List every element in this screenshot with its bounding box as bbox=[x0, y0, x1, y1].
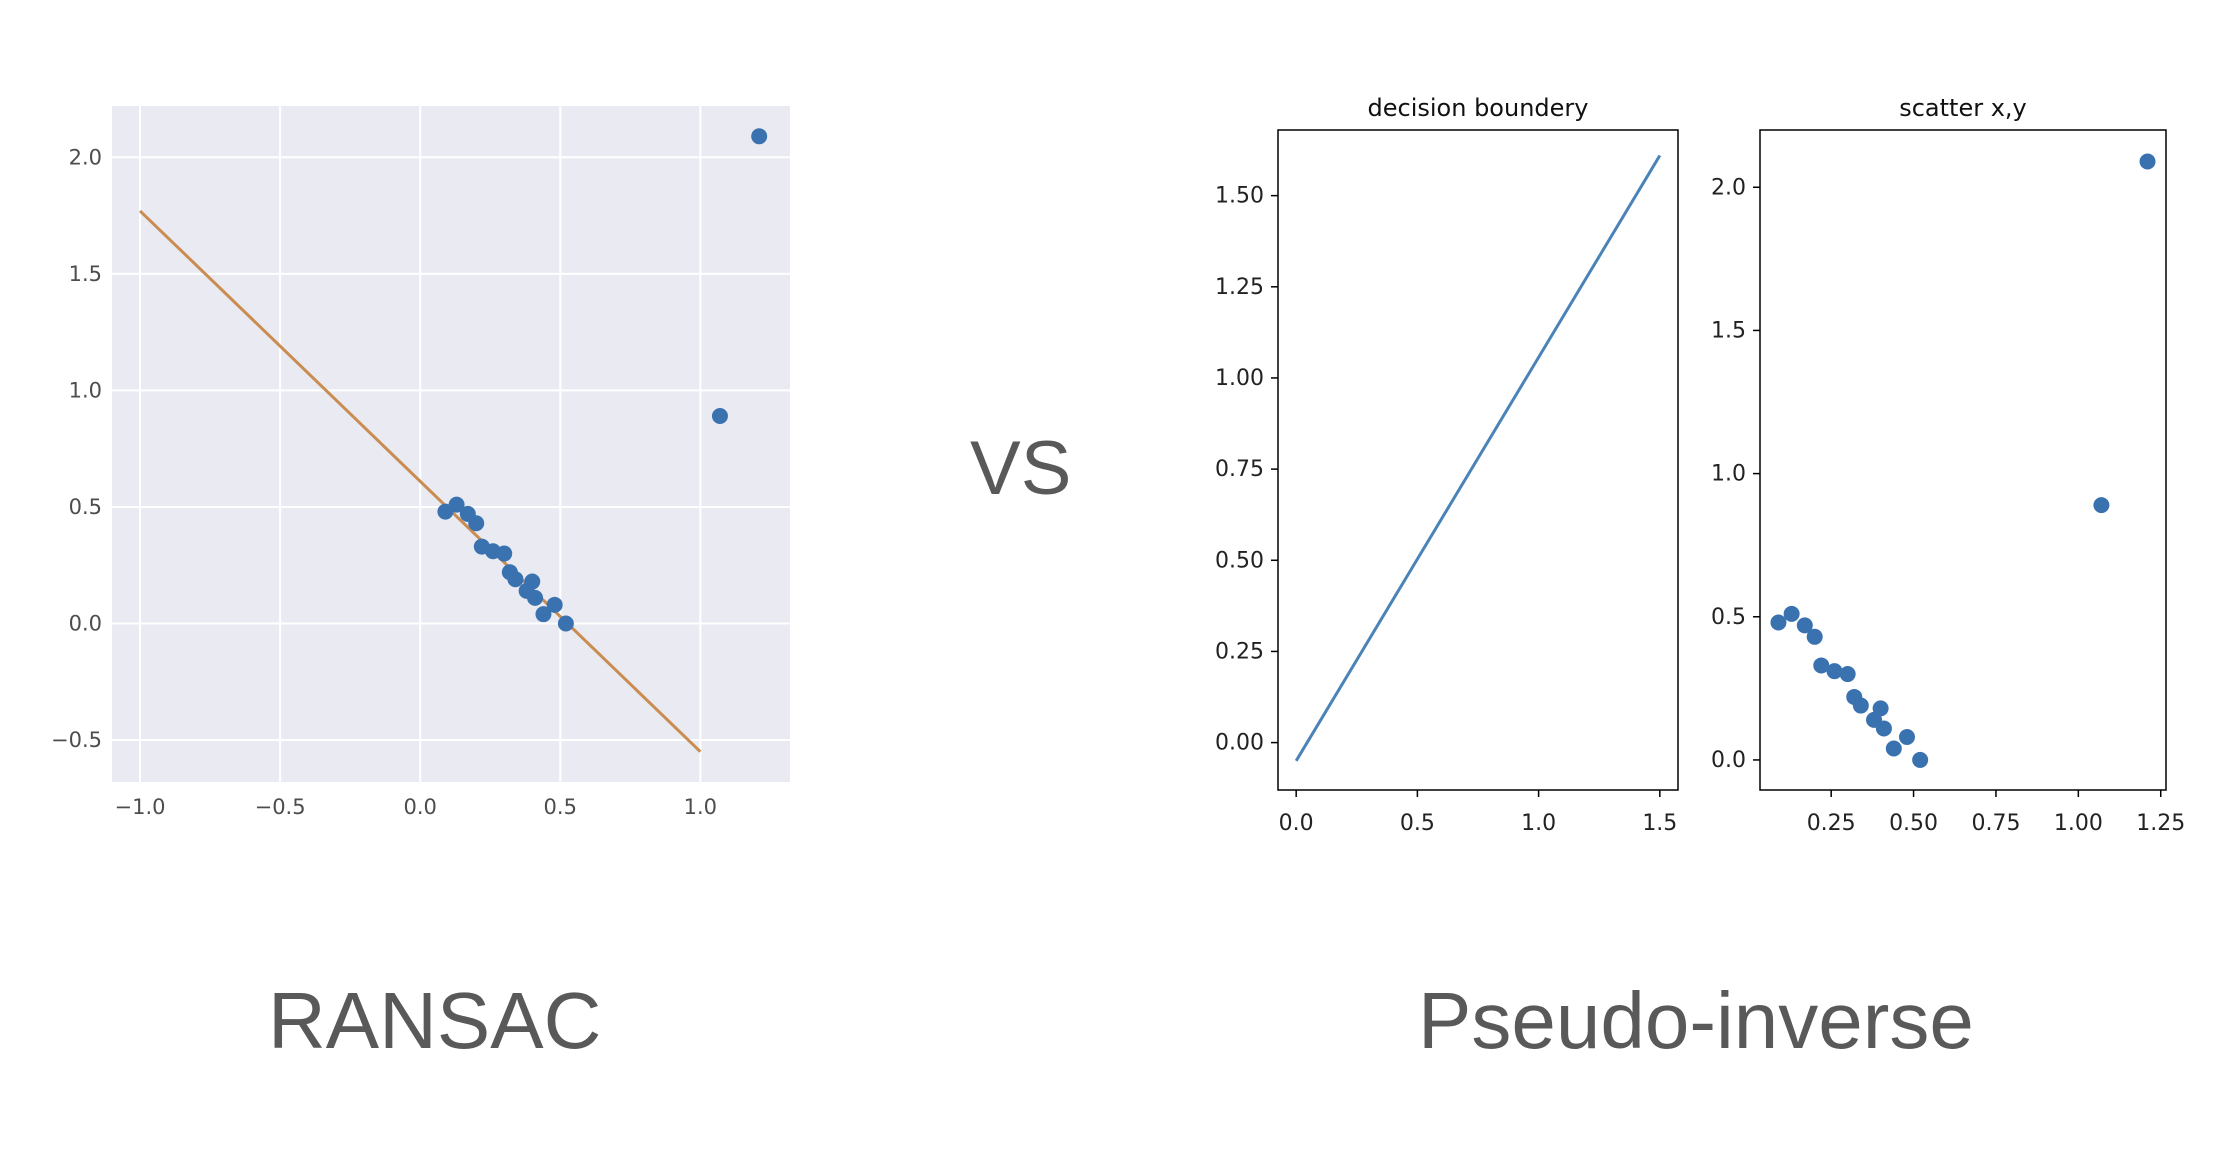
y-tick-label: 0.5 bbox=[1711, 605, 1746, 630]
x-tick-label: 0.0 bbox=[1279, 811, 1314, 836]
pseudo-inverse-caption: Pseudo-inverse bbox=[1418, 976, 1974, 1065]
data-point bbox=[2093, 497, 2110, 514]
plot-frame bbox=[1759, 129, 2167, 791]
y-tick-label: 0.25 bbox=[1215, 639, 1264, 664]
x-tick-label: 0.5 bbox=[1400, 811, 1435, 836]
data-point bbox=[496, 545, 513, 562]
data-point bbox=[546, 596, 563, 613]
y-tick-label: 0.00 bbox=[1215, 731, 1264, 756]
data-point bbox=[535, 606, 552, 623]
data-point bbox=[468, 515, 485, 532]
x-tick-label: −1.0 bbox=[115, 795, 166, 819]
decision-boundary-line bbox=[1294, 154, 1662, 762]
y-tick-label: 0.5 bbox=[69, 495, 102, 519]
y-tick-label: 1.25 bbox=[1215, 275, 1264, 300]
data-point bbox=[751, 128, 768, 145]
y-tick-label: 1.5 bbox=[69, 262, 102, 286]
data-point bbox=[1912, 751, 1929, 768]
data-point bbox=[2139, 153, 2156, 170]
x-tick-label: −0.5 bbox=[255, 795, 306, 819]
decision-boundary-chart: 0.0 0.5 1.0 1.5 0.00 0.25 0.50 0.75 1.00 1.25 1.50… bbox=[1215, 94, 1679, 836]
y-tick-label: 0.50 bbox=[1215, 548, 1264, 573]
data-point bbox=[1839, 666, 1856, 683]
x-tick-label: 0.0 bbox=[403, 795, 436, 819]
y-tick-label: 2.0 bbox=[1711, 175, 1746, 200]
y-tick-label: 0.0 bbox=[69, 611, 102, 635]
x-tick-label: 0.50 bbox=[1889, 811, 1938, 836]
data-point bbox=[1885, 740, 1902, 757]
ransac-fit-line bbox=[138, 209, 702, 753]
data-point bbox=[1770, 614, 1787, 631]
chart-title: scatter x,y bbox=[1899, 94, 2027, 122]
data-point bbox=[1813, 657, 1830, 674]
data-point bbox=[524, 573, 541, 590]
plot-area bbox=[112, 106, 790, 782]
data-point bbox=[527, 589, 544, 606]
data-point bbox=[507, 571, 524, 588]
x-tick-label: 0.25 bbox=[1807, 811, 1856, 836]
y-tick-label: 0.0 bbox=[1711, 748, 1746, 773]
data-point bbox=[557, 615, 574, 632]
data-point bbox=[1796, 617, 1813, 634]
data-point bbox=[1875, 720, 1892, 737]
y-tick-label: 1.0 bbox=[69, 378, 102, 402]
data-point bbox=[1872, 700, 1889, 717]
data-point bbox=[711, 408, 728, 425]
data-point bbox=[1826, 663, 1843, 680]
x-tick-label: 1.00 bbox=[2054, 811, 2103, 836]
chart-title: decision boundery bbox=[1368, 94, 1589, 122]
vs-label: VS bbox=[970, 426, 1072, 511]
ransac-caption: RANSAC bbox=[268, 976, 602, 1065]
y-tick-label: 1.00 bbox=[1215, 366, 1264, 391]
y-tick-label: 1.0 bbox=[1711, 462, 1746, 487]
y-tick-label: 0.75 bbox=[1215, 457, 1264, 482]
y-tick-label: 1.50 bbox=[1215, 184, 1264, 209]
ransac-chart: −1.0 −0.5 0.0 0.5 1.0 −0.5 0.0 0.5 1.0 1.5 2.0 bbox=[51, 106, 790, 819]
data-point bbox=[1783, 605, 1800, 622]
data-point bbox=[448, 496, 465, 513]
data-point bbox=[1806, 628, 1823, 645]
x-tick-label: 1.25 bbox=[2136, 811, 2185, 836]
x-tick-label: 0.75 bbox=[1971, 811, 2020, 836]
x-tick-label: 1.5 bbox=[1642, 811, 1677, 836]
x-tick-label: 0.5 bbox=[544, 795, 577, 819]
y-tick-label: 1.5 bbox=[1711, 318, 1746, 343]
data-point bbox=[1898, 729, 1915, 746]
y-tick-label: −0.5 bbox=[51, 728, 102, 752]
scatter-xy-chart: 0.25 0.50 0.75 1.00 1.25 0.0 0.5 1.0 1.5 2.0 scatt… bbox=[1711, 94, 2185, 836]
x-tick-label: 1.0 bbox=[684, 795, 717, 819]
y-tick-label: 2.0 bbox=[69, 145, 102, 169]
x-tick-label: 1.0 bbox=[1521, 811, 1556, 836]
data-point bbox=[1852, 697, 1869, 714]
